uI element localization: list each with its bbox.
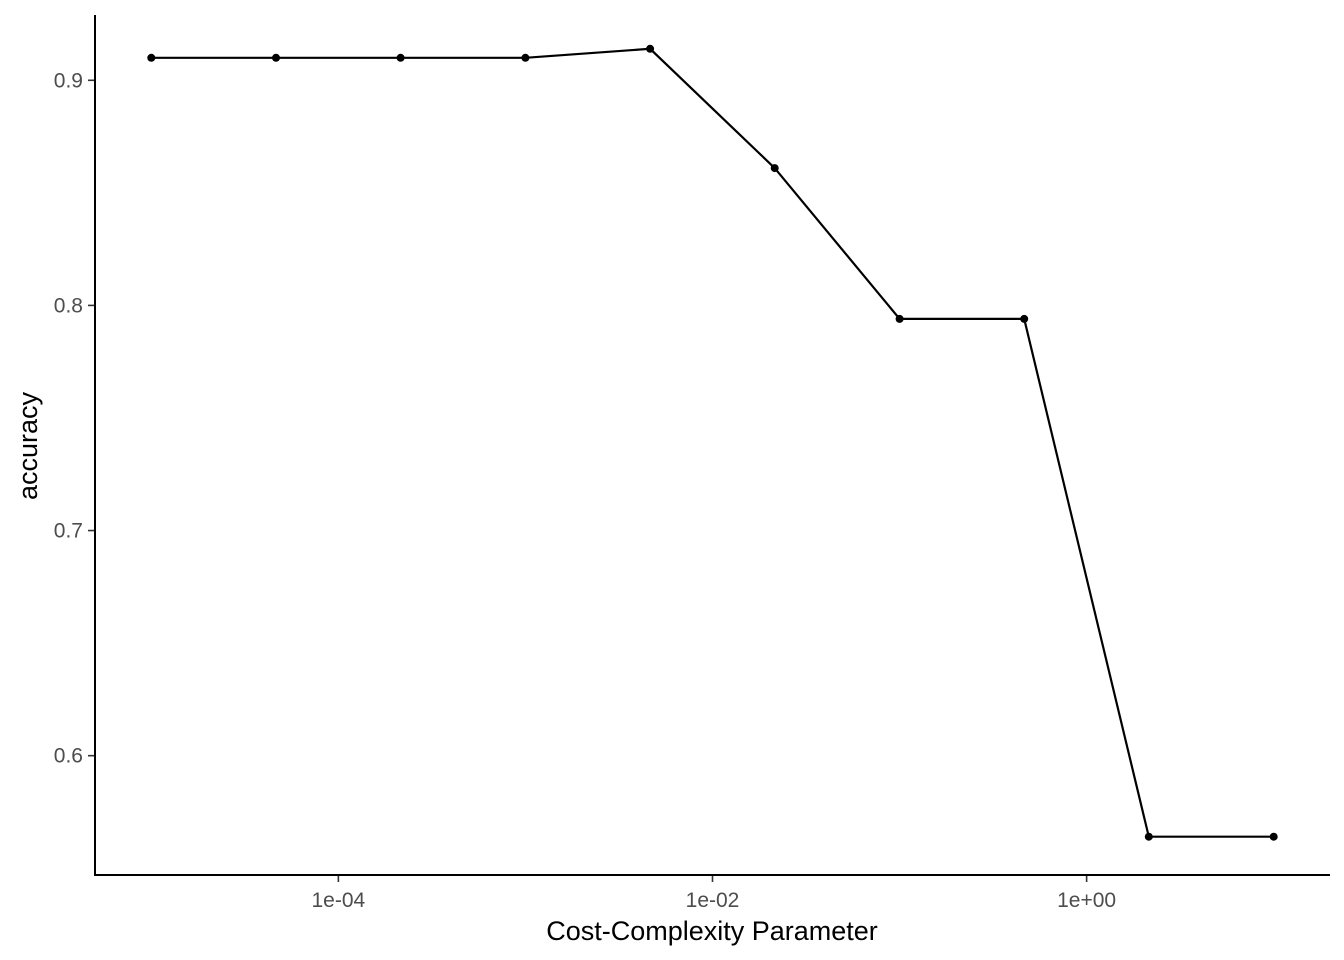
y-tick-label: 0.7: [54, 520, 83, 543]
plot-area: [147, 44, 1278, 841]
axis-ticks: 1e-04 1e-02 1e+00 0.6 0.7 0.8 0.9: [54, 69, 1116, 912]
y-tick-label: 0.8: [54, 294, 83, 317]
x-tick-label: 1e+00: [1057, 889, 1116, 912]
data-point-9: [1144, 832, 1153, 841]
data-point-2: [272, 53, 280, 62]
data-point-4: [521, 53, 530, 62]
y-axis-title: accuracy: [13, 391, 43, 500]
data-point-6: [770, 164, 779, 173]
data-point-3: [396, 53, 405, 62]
series-line: [151, 47, 1274, 838]
y-tick-label: 0.6: [54, 745, 83, 768]
data-point-5: [646, 44, 655, 53]
x-tick-label: 1e-04: [312, 889, 366, 912]
y-tick-label: 0.9: [54, 69, 83, 92]
x-axis-title: Cost-Complexity Parameter: [546, 916, 878, 946]
data-point-7: [895, 314, 904, 323]
data-point-8: [1020, 314, 1029, 323]
data-point-10: [1269, 832, 1278, 841]
x-tick-label: 1e-02: [686, 889, 740, 912]
data-point-1: [147, 53, 156, 62]
